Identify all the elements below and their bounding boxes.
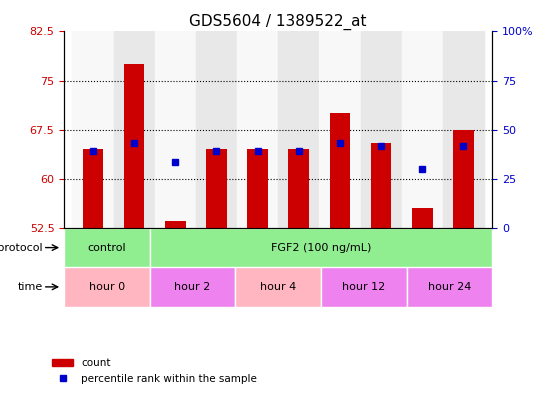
Text: control: control (88, 242, 126, 253)
Text: hour 12: hour 12 (342, 282, 385, 292)
Bar (206, 149, 227, 228)
Text: hour 2: hour 2 (174, 282, 211, 292)
Bar (443, 31, 484, 228)
Bar (402, 31, 443, 228)
FancyBboxPatch shape (150, 228, 492, 267)
FancyBboxPatch shape (150, 267, 235, 307)
FancyBboxPatch shape (321, 267, 407, 307)
Text: time: time (18, 282, 43, 292)
Bar (113, 31, 155, 228)
Bar (155, 31, 196, 228)
Bar (165, 221, 186, 228)
Text: hour 0: hour 0 (89, 282, 125, 292)
Text: growth protocol: growth protocol (0, 242, 43, 253)
Bar (288, 149, 309, 228)
Bar (124, 64, 144, 228)
Text: FGF2 (100 ng/mL): FGF2 (100 ng/mL) (271, 242, 371, 253)
Bar (319, 31, 361, 228)
Text: hour 24: hour 24 (427, 282, 471, 292)
FancyBboxPatch shape (64, 228, 150, 267)
Bar (453, 130, 473, 228)
Bar (361, 31, 402, 228)
Bar (371, 143, 392, 228)
Bar (72, 31, 113, 228)
Bar (196, 31, 237, 228)
Bar (278, 31, 319, 228)
Text: hour 4: hour 4 (260, 282, 296, 292)
Bar (237, 31, 278, 228)
Bar (412, 208, 432, 228)
FancyBboxPatch shape (407, 267, 492, 307)
Bar (330, 113, 350, 228)
FancyBboxPatch shape (64, 267, 150, 307)
FancyBboxPatch shape (235, 267, 321, 307)
Title: GDS5604 / 1389522_at: GDS5604 / 1389522_at (189, 14, 367, 30)
Bar (83, 149, 103, 228)
Legend: count, percentile rank within the sample: count, percentile rank within the sample (48, 354, 262, 388)
Bar (247, 149, 268, 228)
